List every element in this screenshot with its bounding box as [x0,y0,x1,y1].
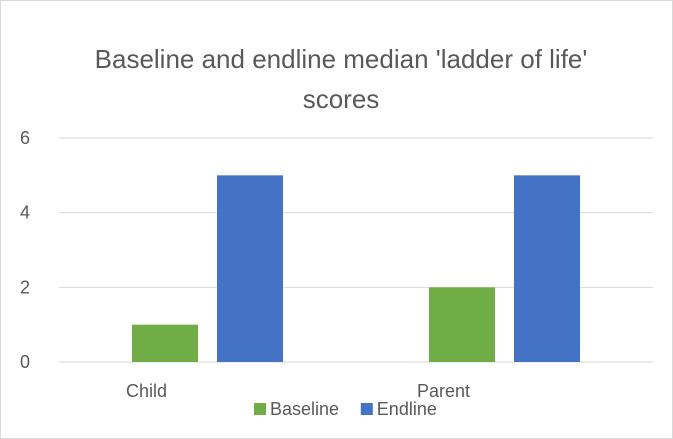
legend-label-baseline: Baseline [270,399,339,419]
bar-baseline-child [132,324,198,362]
x-category-label: Parent [417,381,470,401]
bar-endline-child [217,175,283,362]
legend-swatch-endline [360,403,373,415]
bar-endline-parent [514,175,580,362]
y-tick-label: 0 [20,352,30,372]
legend-label-endline: Endline [377,399,437,419]
y-tick-label: 6 [20,128,30,148]
bars [132,175,580,362]
y-axis-ticks: 0 2 4 6 [20,128,30,372]
bar-baseline-parent [429,287,495,362]
legend: Baseline Endline [254,399,437,419]
y-tick-label: 2 [20,277,30,297]
x-axis-categories: Child Parent [126,381,470,401]
y-tick-label: 4 [20,203,30,223]
legend-swatch-baseline [254,403,266,415]
chart-title: Baseline and endline median 'ladder of l… [94,44,588,114]
x-category-label: Child [126,381,167,401]
